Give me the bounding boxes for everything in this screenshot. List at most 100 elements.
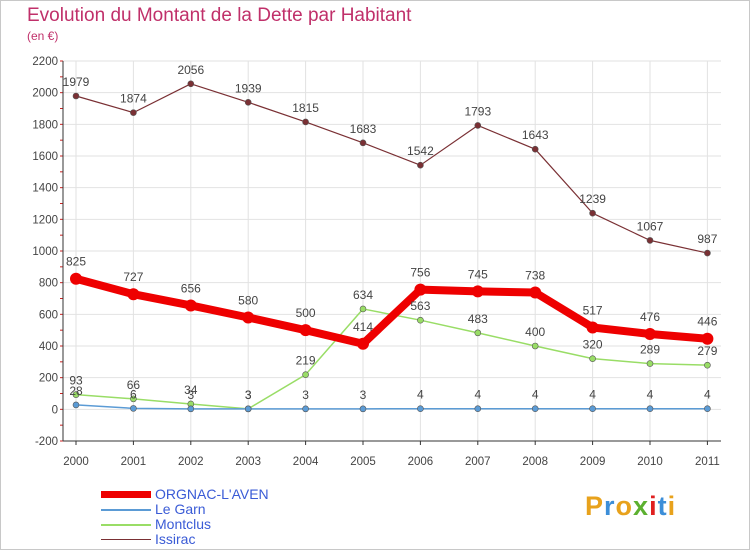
data-label-montclus: 93: [69, 374, 83, 388]
logo-letter: x: [633, 491, 650, 521]
data-point-montclus: [474, 329, 482, 337]
data-point-le-garn: [474, 405, 482, 413]
x-tick-label: 2010: [637, 456, 663, 468]
data-point-orgnac-l-aven: [586, 321, 599, 334]
data-label-issirac: 987: [697, 232, 717, 246]
data-point-montclus: [359, 305, 367, 313]
data-point-montclus: [646, 360, 654, 367]
data-label-orgnac-l-aven: 738: [525, 268, 545, 282]
logo-letter: o: [615, 491, 634, 521]
data-label-le-garn: 3: [360, 388, 367, 402]
data-label-issirac: 1683: [350, 122, 377, 136]
logo-letter: i: [667, 491, 677, 521]
data-label-montclus: 34: [184, 383, 198, 397]
x-tick-label: 2001: [121, 456, 147, 468]
data-label-le-garn: 4: [704, 388, 711, 402]
data-label-montclus: 634: [353, 288, 373, 302]
legend-swatch: [101, 491, 151, 498]
data-point-montclus: [417, 316, 424, 324]
data-label-montclus: 320: [583, 338, 603, 352]
data-point-le-garn: [531, 405, 539, 413]
y-tick-label: 0: [52, 404, 58, 416]
data-point-le-garn: [646, 405, 654, 413]
data-point-issirac: [646, 237, 654, 244]
legend-label: Montclus: [155, 516, 212, 532]
data-label-orgnac-l-aven: 476: [640, 310, 660, 324]
data-label-le-garn: 6: [130, 387, 137, 401]
data-label-le-garn: 3: [245, 388, 252, 402]
x-tick-label: 2009: [580, 456, 606, 468]
legend-swatch: [101, 523, 151, 526]
data-point-orgnac-l-aven: [127, 288, 140, 301]
data-label-issirac: 1793: [464, 104, 491, 118]
data-label-montclus: 3: [245, 388, 252, 402]
data-label-issirac: 1239: [579, 192, 606, 206]
y-tick-label: 1400: [32, 183, 58, 195]
legend-item-issirac: Issirac: [101, 532, 269, 547]
data-label-issirac: 1815: [292, 101, 319, 115]
data-point-montclus: [302, 371, 309, 378]
data-point-orgnac-l-aven: [357, 337, 369, 350]
legend-swatch: [101, 508, 151, 511]
data-point-issirac: [187, 80, 195, 88]
legend-item-orgnac-l-aven: ORGNAC-L'AVEN: [101, 487, 269, 502]
x-tick-label: 2005: [350, 456, 376, 468]
y-tick-label: 1600: [32, 151, 58, 163]
legend-item-le-garn: Le Garn: [101, 502, 269, 517]
y-tick-label: -200: [35, 436, 58, 448]
data-label-orgnac-l-aven: 414: [353, 320, 373, 334]
data-label-orgnac-l-aven: 756: [410, 266, 430, 280]
series-line-le-garn: [75, 404, 708, 410]
y-tick-label: 2000: [32, 88, 58, 100]
data-label-issirac: 2056: [177, 63, 204, 77]
y-tick-label: 1000: [32, 246, 58, 258]
data-point-issirac: [531, 145, 539, 153]
data-label-issirac: 1542: [407, 144, 434, 158]
data-point-issirac: [704, 249, 711, 257]
data-point-issirac: [244, 99, 252, 106]
data-label-le-garn: 4: [474, 388, 481, 402]
data-point-orgnac-l-aven: [70, 272, 82, 285]
data-point-issirac: [302, 118, 309, 126]
data-label-montclus: 400: [525, 325, 545, 339]
data-label-montclus: 279: [697, 344, 717, 358]
data-point-le-garn: [417, 405, 424, 413]
data-label-le-garn: 28: [69, 384, 83, 398]
data-label-montclus: 483: [468, 312, 488, 326]
data-label-issirac: 1939: [235, 81, 262, 95]
chart-subtitle: (en €): [27, 29, 59, 43]
data-label-le-garn: 3: [187, 388, 194, 402]
y-tick-label: 1200: [32, 214, 58, 226]
data-point-issirac: [474, 122, 482, 129]
data-point-orgnac-l-aven: [644, 327, 656, 340]
data-point-montclus: [531, 342, 539, 350]
y-tick-label: 1800: [32, 119, 58, 131]
data-point-orgnac-l-aven: [471, 285, 484, 298]
y-tick-label: 2200: [32, 56, 58, 68]
data-point-montclus: [130, 395, 137, 403]
data-label-orgnac-l-aven: 727: [123, 270, 143, 284]
data-label-le-garn: 4: [647, 388, 654, 402]
y-tick-label: 400: [39, 341, 58, 353]
logo-letter: r: [604, 491, 616, 521]
data-point-issirac: [589, 209, 596, 217]
data-point-orgnac-l-aven: [299, 324, 312, 337]
legend: ORGNAC-L'AVEN Le Garn Montclus Issirac: [101, 487, 269, 547]
legend-label: ORGNAC-L'AVEN: [155, 486, 269, 502]
data-label-issirac: 1874: [120, 92, 147, 106]
data-point-le-garn: [589, 405, 596, 413]
data-point-le-garn: [359, 405, 367, 413]
data-label-orgnac-l-aven: 580: [238, 294, 258, 308]
legend-label: Le Garn: [155, 501, 206, 517]
data-point-le-garn: [244, 405, 252, 413]
x-tick-label: 2002: [178, 456, 204, 468]
logo-letter: i: [649, 491, 658, 521]
logo-letter: t: [657, 491, 668, 521]
data-label-le-garn: 4: [532, 388, 539, 402]
data-point-le-garn: [130, 405, 137, 412]
data-label-issirac: 1643: [522, 128, 549, 142]
x-tick-label: 2008: [522, 456, 548, 468]
x-tick-label: 2007: [465, 456, 491, 468]
data-point-issirac: [417, 161, 424, 169]
